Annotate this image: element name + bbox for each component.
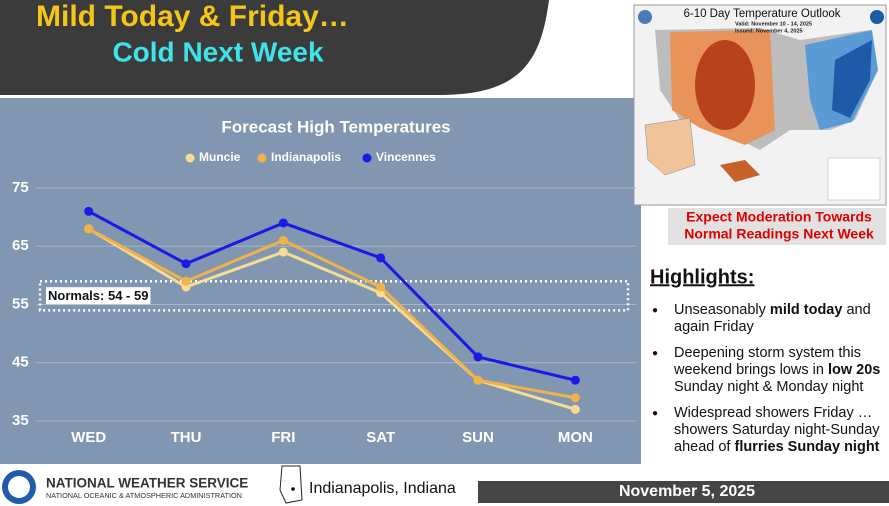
date-bar [478, 481, 889, 503]
data-point [376, 253, 386, 263]
x-tick-label: MON [558, 429, 593, 446]
series-line [87, 209, 576, 382]
logo [638, 10, 652, 24]
map-title: 6-10 Day Temperature Outlook [683, 8, 840, 20]
data-point [181, 276, 191, 286]
highlight-text: flurries Sunday night [734, 439, 880, 455]
chart-title: Forecast High Temperatures [221, 117, 450, 136]
map-issued: Issued: November 4, 2025 [735, 28, 803, 34]
series-line [87, 227, 576, 411]
data-point [278, 235, 288, 245]
highlight-item: Deepening storm system this weekend brin… [650, 345, 886, 396]
map-cool-core [832, 40, 872, 118]
highlight-text: low 20s [827, 362, 881, 378]
callout-text: Normal Readings Next Week [684, 226, 874, 242]
legend-label: Vincennes [376, 150, 436, 164]
highlight-item: Unseasonably mild today and again Friday [650, 302, 886, 336]
agency-subname: NATIONAL OCEANIC & ATMOSPHERIC ADMINISTR… [46, 491, 242, 500]
highlights-title: Highlights: [650, 266, 754, 288]
x-tick-label: THU [171, 429, 202, 446]
legend-label: Indianapolis [271, 150, 341, 164]
header-banner [0, 0, 549, 95]
headline: Mild Today & Friday… [36, 0, 349, 33]
x-tick-label: WED [71, 429, 106, 446]
series-line [87, 227, 576, 400]
highlight-text: and again Friday [674, 302, 875, 335]
callout-box [668, 208, 886, 245]
logo [870, 10, 884, 24]
data-point [570, 393, 580, 403]
data-point [278, 218, 288, 228]
date: November 5, 2025 [619, 483, 755, 500]
data-point [473, 375, 483, 385]
state-outline [279, 465, 303, 504]
map-hawaii [720, 160, 760, 182]
normals-label-bg [46, 287, 151, 305]
highlights-list: Unseasonably mild today and again Friday… [650, 302, 886, 465]
normals-label: Normals: 54 - 59 [48, 288, 148, 303]
outlook-map: 6-10 Day Temperature Outlook Valid: Nove… [633, 4, 887, 206]
x-tick-label: FRI [271, 429, 295, 446]
x-tick-label: SAT [366, 429, 395, 446]
map-alaska [644, 117, 696, 176]
normals-band [38, 279, 630, 312]
map-valid: Valid: November 10 - 14, 2025 [735, 21, 812, 27]
agency-name: NATIONAL WEATHER SERVICE [46, 476, 248, 491]
x-tick-label: SUN [462, 429, 494, 446]
highlight-text: Sunday night & Monday night [674, 362, 885, 395]
legend-label: Muncie [199, 150, 241, 164]
map-legend [827, 157, 881, 201]
callout-text: Expect Moderation Towards [686, 209, 872, 225]
legend-marker [185, 153, 195, 163]
data-point [473, 352, 483, 362]
nws-logo [8, 476, 30, 498]
data-point [376, 282, 386, 292]
y-tick-label: 75 [12, 179, 29, 196]
data-point [278, 247, 288, 257]
data-point [570, 404, 580, 414]
highlight-text: Deepening storm system this weekend brin… [674, 345, 865, 378]
legend-marker [362, 153, 372, 163]
data-point [84, 206, 94, 216]
office-dot [291, 487, 295, 491]
highlight-text: mild today [769, 302, 843, 318]
legend-marker [257, 153, 267, 163]
y-tick-label: 55 [12, 295, 29, 312]
y-tick-label: 35 [12, 412, 29, 429]
map-warm-core [695, 40, 755, 130]
data-point [181, 259, 191, 269]
highlight-text: Widespread showers Friday … showers Satu… [674, 405, 884, 455]
subheadline: Cold Next Week [112, 36, 324, 67]
highlight-text: Unseasonably [674, 302, 770, 318]
highlight-item: Widespread showers Friday … showers Satu… [650, 405, 886, 456]
office-name: Indianapolis, Indiana [309, 480, 456, 497]
data-point [570, 375, 580, 385]
data-point [84, 224, 94, 234]
y-tick-label: 65 [12, 237, 29, 254]
y-tick-label: 45 [12, 354, 29, 371]
